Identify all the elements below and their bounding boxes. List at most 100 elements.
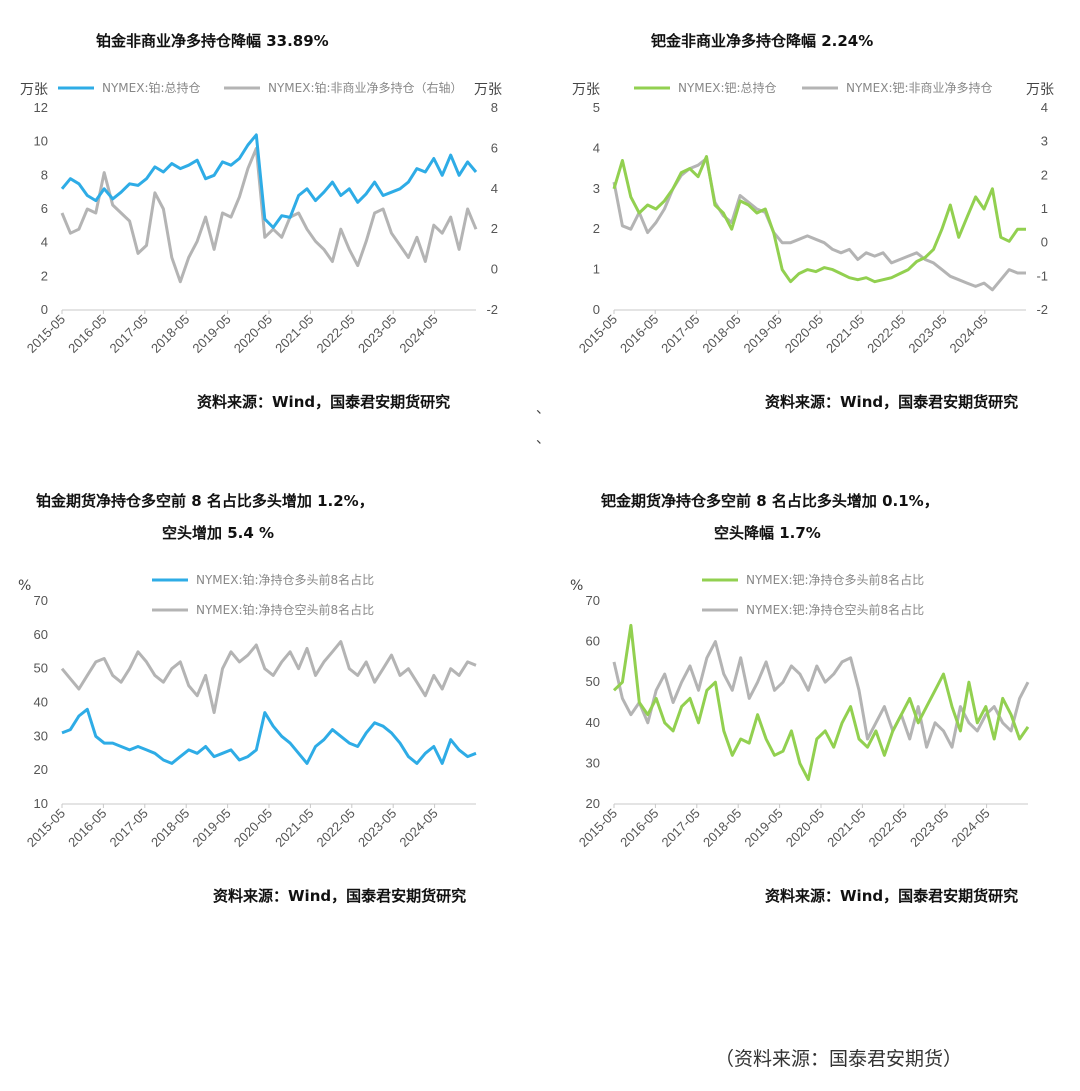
x-tick-label: 2024-05 (948, 806, 992, 850)
y-left-tick-label: 30 (586, 755, 600, 770)
chart-4-title-line2: 空头降幅 1.7% (714, 524, 821, 542)
series-line (612, 640, 1030, 749)
y-left-tick-label: 40 (586, 715, 600, 730)
y-left-tick-label: 1 (593, 262, 600, 277)
y-left-tick-label: 3 (593, 181, 600, 196)
x-tick-label: 2019-05 (741, 312, 785, 356)
y-right-tick-label: -2 (1036, 302, 1048, 317)
x-tick-label: 2016-05 (617, 806, 661, 850)
x-tick-label: 2022-05 (314, 312, 358, 356)
y-left-tick-label: 0 (41, 302, 48, 317)
legend-label: NYMEX:钯:净持仓空头前8名占比 (746, 602, 924, 617)
legend-label: NYMEX:铂:净持仓空头前8名占比 (196, 602, 374, 617)
footer-source: （资料来源：国泰君安期货） (715, 1048, 963, 1070)
legend-label: NYMEX:钯:总持仓 (678, 80, 777, 95)
series-line (61, 707, 477, 765)
x-tick-label: 2022-05 (866, 806, 910, 850)
y-left-tick-label: 20 (586, 796, 600, 811)
y-left-unit-label: 万张 (572, 82, 600, 98)
x-tick-label: 2023-05 (355, 806, 399, 850)
series-line (60, 640, 477, 715)
y-right-tick-label: 2 (491, 221, 498, 236)
series-line (612, 623, 1030, 782)
x-tick-label: 2017-05 (107, 312, 151, 356)
chart-2-source: 资料来源：Wind，国泰君安期货研究 (765, 393, 1019, 411)
legend-label: NYMEX:钯:非商业净多持仓 (846, 80, 993, 95)
y-left-tick-label: 70 (34, 593, 48, 608)
chart-4-title-line1: 钯金期货净持仓多空前 8 名占比多头增加 0.1%， (601, 492, 939, 510)
legend-label: NYMEX:铂:净持仓多头前8名占比 (196, 572, 374, 587)
y-right-tick-label: 1 (1041, 201, 1048, 216)
y-left-tick-label: 10 (34, 796, 48, 811)
y-left-tick-label: 2 (41, 268, 48, 283)
x-tick-label: 2021-05 (272, 806, 316, 850)
legend-label: NYMEX:钯:净持仓多头前8名占比 (746, 572, 924, 587)
y-left-tick-label: 20 (34, 762, 48, 777)
stray-mark-2: 、 (536, 431, 550, 447)
y-left-unit-label: % (18, 578, 31, 594)
y-right-tick-label: -1 (1036, 268, 1048, 283)
x-tick-label: 2021-05 (823, 312, 867, 356)
series-line (612, 155, 1026, 284)
x-tick-label: 2016-05 (65, 312, 109, 356)
x-tick-label: 2020-05 (782, 312, 826, 356)
y-right-unit-label: 万张 (1026, 82, 1054, 98)
x-tick-label: 2023-05 (905, 312, 949, 356)
y-right-tick-label: 4 (1041, 100, 1048, 115)
y-left-tick-label: 50 (586, 674, 600, 689)
x-tick-label: 2017-05 (107, 806, 151, 850)
legend-label: NYMEX:铂:总持仓 (102, 80, 201, 95)
x-tick-label: 2018-05 (700, 806, 744, 850)
chart-1-title: 铂金非商业净多持仓降幅 33.89% (96, 32, 329, 50)
x-tick-label: 2022-05 (314, 806, 358, 850)
y-left-tick-label: 4 (41, 235, 48, 250)
x-tick-label: 2019-05 (741, 806, 785, 850)
x-tick-label: 2019-05 (189, 806, 233, 850)
y-left-tick-label: 30 (34, 728, 48, 743)
y-right-tick-label: 6 (491, 140, 498, 155)
y-right-tick-label: 4 (491, 181, 498, 196)
x-tick-label: 2015-05 (576, 806, 620, 850)
chart-2: 0 1 2 3 4 5 -2 -1 0 1 2 3 4 万张 万张 2015-05 2016-05 2017-05… (540, 70, 1080, 390)
x-tick-label: 2020-05 (231, 312, 275, 356)
x-tick-label: 2018-05 (148, 312, 192, 356)
y-left-tick-label: 5 (593, 100, 600, 115)
x-tick-label: 2020-05 (231, 806, 275, 850)
y-left-unit-label: % (570, 578, 583, 594)
x-tick-label: 2017-05 (658, 312, 702, 356)
x-tick-label: 2023-05 (355, 312, 399, 356)
chart-2-title: 钯金非商业净多持仓降幅 2.24% (651, 32, 874, 50)
y-left-tick-label: 4 (593, 140, 600, 155)
chart-3: 10 20 30 40 50 60 70% 2015-05 2016-05 2017-05 2018… (0, 568, 540, 880)
y-left-tick-label: 60 (586, 634, 600, 649)
x-tick-label: 2021-05 (272, 312, 316, 356)
y-left-unit-label: 万张 (20, 82, 48, 98)
x-tick-label: 2020-05 (783, 806, 827, 850)
x-tick-label: 2018-05 (148, 806, 192, 850)
x-tick-label: 2024-05 (947, 312, 991, 356)
x-tick-label: 2015-05 (24, 312, 68, 356)
y-right-unit-label: 万张 (474, 82, 502, 98)
x-tick-label: 2016-05 (617, 312, 661, 356)
chart-4-source: 资料来源：Wind，国泰君安期货研究 (765, 887, 1019, 905)
y-left-tick-label: 2 (593, 221, 600, 236)
y-right-tick-label: 3 (1041, 134, 1048, 149)
y-left-tick-label: 50 (34, 661, 48, 676)
y-left-tick-label: 0 (593, 302, 600, 317)
x-tick-label: 2017-05 (659, 806, 703, 850)
y-right-tick-label: 2 (1041, 167, 1048, 182)
chart-1: 0 2 4 6 8 10 12 -2 0 2 4 6 8 万张 万张 2015-05 2016-05 2017-0… (0, 70, 540, 390)
y-left-tick-label: 60 (34, 627, 48, 642)
y-right-tick-label: -2 (486, 302, 498, 317)
x-tick-label: 2024-05 (396, 806, 440, 850)
series-line (60, 146, 478, 284)
y-left-tick-label: 12 (34, 100, 48, 115)
legend-label: NYMEX:铂:非商业净多持仓（右轴） (268, 80, 463, 95)
x-tick-label: 2019-05 (189, 312, 233, 356)
x-tick-label: 2022-05 (864, 312, 908, 356)
series-line (612, 157, 1026, 292)
chart-1-source: 资料来源：Wind，国泰君安期货研究 (197, 393, 451, 411)
chart-3-title-line1: 铂金期货净持仓多空前 8 名占比多头增加 1.2%， (36, 492, 374, 510)
series-line (60, 133, 478, 229)
x-tick-label: 2015-05 (24, 806, 68, 850)
